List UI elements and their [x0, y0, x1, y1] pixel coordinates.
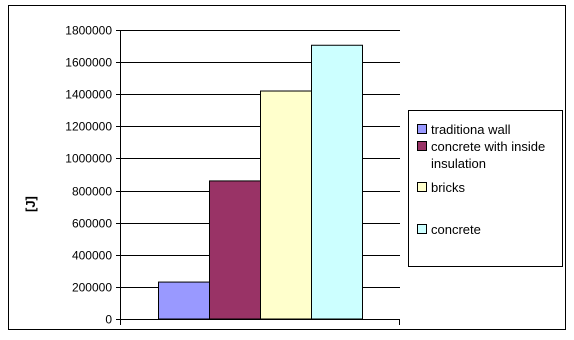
bar-concrete — [311, 44, 363, 320]
legend-swatch — [417, 224, 427, 234]
legend-label: concrete with inside insulation — [431, 139, 546, 171]
y-tick-label: 600000 — [72, 217, 112, 231]
y-tick-label: 0 — [105, 313, 112, 327]
legend: traditiona wall concrete with inside ins… — [408, 110, 563, 267]
y-tick-label: 1000000 — [65, 152, 112, 166]
y-axis-label: [J] — [23, 196, 38, 212]
y-tick-label: 1400000 — [65, 88, 112, 102]
y-tick-label: 400000 — [72, 249, 112, 263]
legend-swatch — [417, 141, 427, 151]
bar-bricks — [260, 90, 312, 320]
legend-label: bricks — [431, 180, 465, 195]
legend-swatch — [417, 124, 427, 134]
y-tick-label: 200000 — [72, 281, 112, 295]
y-tick-label: 1800000 — [65, 24, 112, 38]
y-tick-label: 1200000 — [65, 120, 112, 134]
legend-swatch — [417, 182, 427, 192]
bar-concrete-with-inside-insulation — [209, 180, 261, 320]
legend-label: traditiona wall — [431, 122, 511, 137]
legend-label: concrete — [431, 222, 481, 237]
y-tick-label: 800000 — [72, 185, 112, 199]
y-tick-label: 1600000 — [65, 56, 112, 70]
bar-traditiona-wall — [158, 281, 210, 320]
